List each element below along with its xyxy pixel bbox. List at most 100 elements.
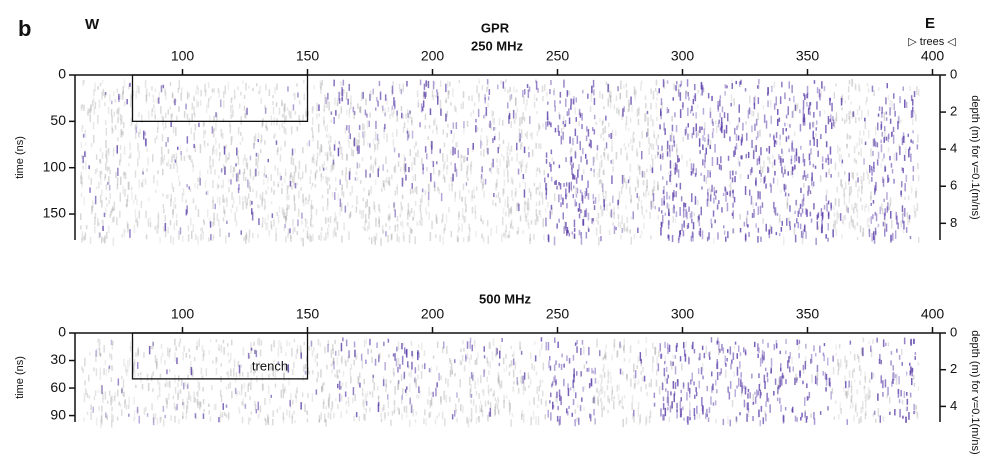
texture-streak (146, 373, 149, 381)
texture-streak (104, 93, 107, 97)
texture-streak (550, 204, 553, 210)
texture-streak (621, 399, 623, 409)
texture-streak (868, 129, 870, 139)
texture-streak (209, 115, 211, 124)
texture-streak (487, 96, 490, 101)
texture-streak (294, 226, 296, 233)
texture-streak (522, 112, 524, 120)
texture-streak (535, 81, 538, 90)
texture-streak (506, 160, 508, 168)
texture-streak (681, 154, 683, 160)
texture-streak (151, 403, 153, 411)
texture-streak (555, 379, 557, 385)
texture-streak (487, 360, 489, 367)
texture-streak (175, 99, 177, 103)
texture-streak (97, 389, 100, 394)
texture-streak (520, 375, 523, 385)
texture-streak (321, 386, 323, 392)
texture-streak (408, 365, 410, 369)
texture-streak (895, 374, 897, 379)
texture-streak (118, 93, 120, 100)
texture-streak (668, 220, 670, 225)
texture-streak (340, 81, 342, 87)
texture-streak (220, 184, 223, 189)
texture-streak (519, 133, 521, 141)
texture-streak (746, 210, 749, 216)
texture-streak (435, 213, 437, 223)
texture-streak (837, 369, 839, 376)
texture-streak (192, 162, 194, 168)
texture-streak (310, 213, 313, 220)
texture-streak (770, 226, 773, 234)
texture-streak (487, 384, 490, 393)
texture-streak (494, 406, 496, 415)
texture-streak (486, 87, 488, 92)
texture-streak (646, 392, 648, 397)
texture-streak (157, 220, 160, 229)
texture-streak (182, 235, 184, 242)
texture-streak (783, 183, 785, 190)
texture-streak (637, 111, 640, 116)
texture-streak (658, 386, 661, 395)
texture-streak (559, 416, 561, 425)
texture-streak (266, 222, 269, 226)
texture-streak (716, 125, 718, 134)
texture-streak (324, 94, 326, 102)
texture-streak (898, 355, 901, 361)
texture-streak (840, 359, 842, 368)
texture-streak (705, 176, 708, 184)
texture-streak (407, 118, 409, 124)
texture-streak (699, 227, 702, 237)
texture-streak (594, 378, 597, 384)
texture-streak (491, 351, 494, 361)
texture-streak (830, 202, 832, 211)
texture-streak (121, 115, 123, 125)
texture-streak (675, 211, 678, 218)
texture-streak (199, 144, 202, 154)
texture-streak (848, 135, 851, 140)
texture-streak (732, 228, 735, 234)
texture-streak (896, 215, 898, 225)
texture-streak (259, 349, 262, 357)
texture-streak (264, 201, 266, 210)
texture-streak (259, 193, 262, 200)
texture-streak (397, 380, 400, 384)
texture-streak (295, 354, 297, 359)
texture-streak (181, 378, 183, 386)
texture-streak (174, 387, 177, 394)
texture-streak (381, 187, 383, 192)
texture-streak (566, 408, 568, 414)
texture-streak (603, 152, 605, 157)
texture-streak (80, 175, 82, 185)
texture-streak (649, 143, 651, 148)
texture-streak (711, 223, 713, 229)
texture-streak (134, 209, 137, 218)
texture-streak (773, 103, 776, 110)
texture-streak (779, 397, 781, 404)
texture-streak (721, 106, 724, 113)
texture-streak (367, 141, 369, 146)
texture-streak (867, 88, 870, 93)
texture-streak (422, 92, 425, 100)
texture-streak (605, 344, 607, 349)
texture-streak (158, 388, 161, 397)
texture-streak (549, 365, 552, 371)
texture-streak (464, 196, 467, 206)
texture-streak (393, 372, 395, 377)
texture-streak (528, 152, 530, 158)
texture-streak (318, 415, 321, 422)
texture-streak (377, 398, 380, 405)
texture-streak (341, 382, 344, 387)
texture-streak (807, 396, 809, 401)
texture-streak (489, 407, 492, 417)
texture-streak (761, 350, 764, 359)
texture-streak (411, 183, 413, 189)
texture-streak (694, 196, 697, 205)
texture-streak (808, 391, 811, 399)
texture-streak (282, 390, 285, 399)
texture-streak (294, 420, 296, 424)
texture-streak (362, 197, 364, 202)
texture-streak (512, 358, 515, 366)
texture-streak (596, 152, 598, 161)
texture-streak (187, 155, 190, 159)
